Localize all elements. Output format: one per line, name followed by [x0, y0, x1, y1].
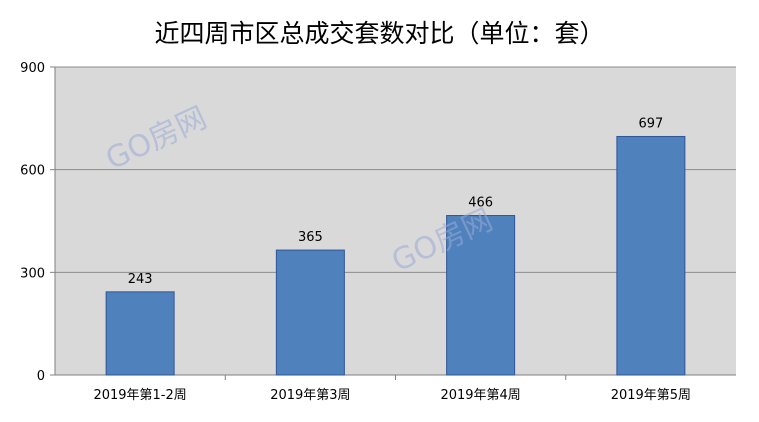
chart-title: 近四周市区总成交套数对比（单位：套）	[154, 19, 605, 48]
data-label: 243	[128, 272, 153, 287]
y-tick-label: 300	[20, 266, 45, 281]
y-tick-label: 600	[20, 164, 45, 179]
x-tick-label: 2019年第3周	[270, 388, 350, 403]
y-tick-label: 900	[20, 61, 45, 76]
y-tick-label: 0	[37, 369, 45, 384]
data-label: 365	[298, 230, 323, 245]
bar	[275, 249, 345, 376]
data-labels: 243 365 466 697	[128, 116, 664, 286]
x-axis-ticks: 2019年第1-2周 2019年第3周 2019年第4周 2019年第5周	[93, 375, 691, 403]
bars	[105, 135, 686, 376]
x-tick-label: 2019年第1-2周	[93, 388, 186, 403]
bar	[616, 135, 686, 376]
x-tick-label: 2019年第5周	[611, 388, 691, 403]
data-label: 697	[638, 116, 663, 131]
bar	[446, 215, 516, 376]
x-tick-label: 2019年第4周	[440, 388, 520, 403]
bar	[105, 291, 175, 376]
data-label: 466	[468, 196, 493, 211]
